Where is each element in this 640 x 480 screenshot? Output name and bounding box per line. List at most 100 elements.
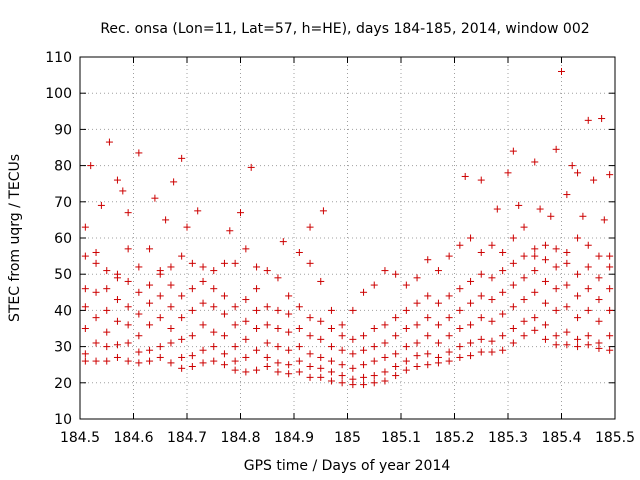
data-point [295, 357, 303, 365]
data-point [584, 263, 592, 271]
data-point [242, 296, 250, 304]
data-point [338, 346, 346, 354]
data-point [488, 274, 496, 282]
data-point [360, 332, 368, 340]
data-point [360, 346, 368, 354]
data-point [124, 339, 132, 347]
data-point [317, 373, 325, 381]
y-axis-label: STEC from uqrg / TECUs [7, 154, 23, 322]
x-tick-label: 185.2 [434, 430, 474, 446]
data-point [381, 353, 389, 361]
y-tick-label: 70 [54, 195, 72, 211]
data-point [274, 274, 282, 282]
data-point [167, 359, 175, 367]
chart-title: Rec. onsa (Lon=11, Lat=57, h=HE), days 1… [100, 21, 589, 37]
data-point [253, 366, 261, 374]
data-point [285, 328, 293, 336]
data-point [541, 321, 549, 329]
data-point [552, 332, 560, 340]
y-tick-label: 80 [54, 159, 72, 175]
data-point [392, 372, 400, 380]
data-point [595, 339, 603, 347]
x-tick-label: 184.6 [113, 430, 153, 446]
data-point [92, 288, 100, 296]
data-point [103, 285, 111, 293]
data-point [105, 138, 113, 146]
data-point [381, 377, 389, 385]
data-point [456, 285, 464, 293]
data-point [531, 245, 539, 253]
data-point [574, 292, 582, 300]
data-point [488, 337, 496, 345]
x-tick-label: 184.7 [167, 430, 207, 446]
data-point [402, 306, 410, 314]
data-point [87, 162, 95, 170]
data-point [547, 212, 555, 220]
data-point [531, 326, 539, 334]
data-point [413, 339, 421, 347]
data-point [413, 299, 421, 307]
data-point [124, 209, 132, 217]
data-point [434, 339, 442, 347]
data-point [461, 172, 469, 180]
data-point [552, 145, 560, 153]
data-point [210, 303, 218, 311]
data-point [434, 299, 442, 307]
data-point [424, 361, 432, 369]
data-point [199, 321, 207, 329]
data-point [274, 306, 282, 314]
data-point [199, 263, 207, 271]
data-point [520, 252, 528, 260]
data-point [370, 325, 378, 332]
data-point [210, 328, 218, 336]
data-point [413, 274, 421, 282]
y-tick-label: 20 [54, 376, 72, 392]
data-point [467, 339, 475, 347]
data-point [146, 281, 154, 289]
data-point [424, 332, 432, 340]
data-point [574, 270, 582, 278]
data-point [167, 281, 175, 289]
data-point [381, 368, 389, 376]
y-tick-label: 90 [54, 122, 72, 138]
data-point [600, 216, 608, 224]
x-tick-label: 184.8 [220, 430, 260, 446]
data-point [381, 339, 389, 347]
data-point [349, 335, 357, 343]
data-point [584, 332, 592, 340]
data-point [477, 314, 485, 322]
data-point [552, 341, 560, 349]
data-point [392, 332, 400, 340]
data-point [92, 248, 100, 256]
data-point [92, 339, 100, 347]
data-point [242, 317, 250, 325]
data-point [574, 234, 582, 242]
data-point [113, 341, 121, 349]
data-point [285, 361, 293, 369]
data-point [360, 381, 368, 389]
data-point [402, 343, 410, 351]
data-point [92, 357, 100, 365]
data-point [563, 281, 571, 289]
data-point [295, 325, 303, 332]
data-point [237, 209, 244, 217]
data-point [231, 343, 239, 351]
data-point [81, 357, 89, 365]
data-point [536, 205, 544, 213]
data-point [199, 277, 207, 285]
data-point [306, 223, 314, 231]
data-point [402, 281, 410, 289]
data-point [81, 252, 89, 260]
data-point [210, 267, 218, 275]
data-point [306, 363, 314, 371]
data-point [92, 259, 100, 267]
data-point [349, 364, 357, 372]
data-point [413, 363, 421, 371]
data-point [360, 288, 368, 296]
data-point [456, 306, 464, 314]
data-point [552, 245, 560, 253]
data-point [295, 343, 303, 351]
data-point [199, 359, 207, 367]
data-point [103, 343, 111, 351]
data-point [584, 285, 592, 293]
